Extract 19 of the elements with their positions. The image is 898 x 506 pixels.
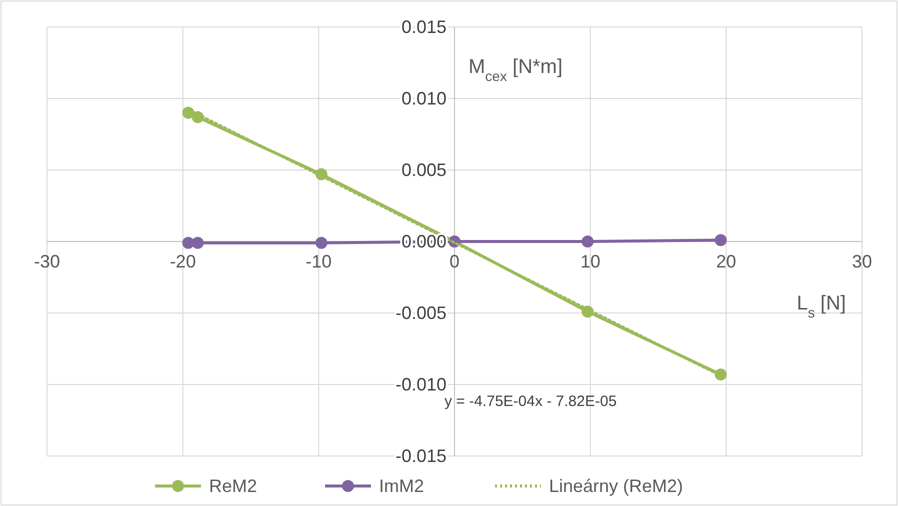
- legend-label: ReM2: [209, 476, 258, 496]
- y-tick-label: -0.015: [395, 446, 446, 466]
- legend-label: Lineárny (ReM2): [549, 476, 684, 496]
- x-tick-label: -30: [34, 252, 60, 272]
- x-tick-label: -10: [306, 252, 332, 272]
- x-tick-label: 10: [580, 252, 600, 272]
- x-tick-label: 0: [449, 252, 460, 272]
- y-tick-label: 0.010: [401, 88, 446, 108]
- x-tick-label: -20: [170, 252, 196, 272]
- y-axis-title: M$_{cex}$ [N*m]: [468, 56, 563, 84]
- x-tick-label: 20: [716, 252, 736, 272]
- x-axis-title: L$_{s}$ [N]: [796, 292, 846, 320]
- y-tick-label: 0.015: [401, 17, 446, 37]
- legend-label: ImM2: [379, 476, 424, 496]
- annotation: y = -4.75E-04x - 7.82E-05: [444, 392, 617, 410]
- y-tick-label: -0.005: [395, 303, 446, 323]
- x-tick-label: 30: [852, 252, 872, 272]
- y-tick-label: 0.005: [401, 160, 446, 180]
- y-tick-label: -0.010: [395, 374, 446, 394]
